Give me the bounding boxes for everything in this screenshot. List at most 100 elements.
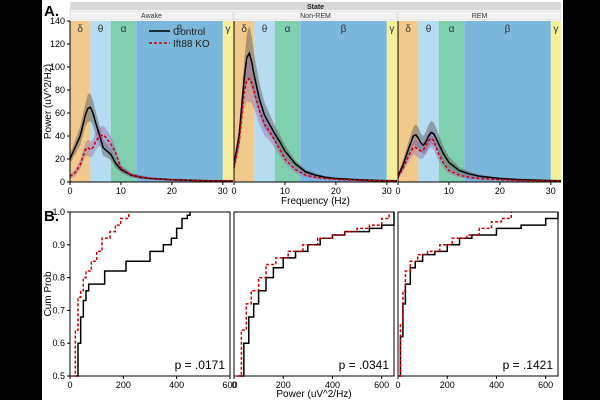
- band-label: β: [505, 24, 511, 35]
- x-tick-label: 10: [116, 186, 126, 196]
- frequency-band: [300, 21, 387, 182]
- state-label: Non-REM: [300, 13, 331, 20]
- y-tick-label: 40: [55, 131, 65, 141]
- state-label: REM: [472, 13, 488, 20]
- x-tick-label: 0: [231, 380, 236, 390]
- band-label: α: [285, 24, 291, 35]
- panel-a-label: A.: [44, 3, 59, 20]
- x-tick-label: 200: [276, 380, 291, 390]
- y-tick-label: 0: [60, 177, 65, 187]
- x-tick-label: 10: [444, 186, 454, 196]
- band-label: γ: [389, 24, 394, 35]
- band-label: γ: [225, 24, 230, 35]
- cdf-x-axis-title: Power (uV^2/Hz): [276, 389, 351, 400]
- cdf-frame: [69, 211, 231, 377]
- series-line: [397, 131, 562, 182]
- cdf-panel-2: 0 200 400 600 p = .0341: [231, 211, 395, 390]
- band-label: α: [449, 24, 455, 35]
- frequency-band: [398, 21, 419, 182]
- spectrum-x-axis-title: Frequency (Hz): [281, 196, 350, 207]
- frequency-band: [136, 21, 223, 182]
- legend-control-label: Control: [173, 27, 205, 38]
- x-tick-label: 200: [440, 380, 455, 390]
- x-tick-label: 10: [280, 186, 290, 196]
- frequency-band: [438, 21, 465, 182]
- band-label: γ: [553, 24, 558, 35]
- frequency-band: [464, 21, 551, 182]
- band-label: α: [121, 24, 127, 35]
- series-line: [397, 137, 562, 182]
- p-value-annotation: p = .0341: [339, 358, 390, 372]
- band-label: θ: [426, 24, 432, 35]
- ci-band: [70, 93, 233, 182]
- band-label: β: [177, 24, 183, 35]
- state-header-bar: [70, 2, 561, 10]
- p-value-annotation: p = .0171: [175, 358, 226, 372]
- x-tick-label: 0: [395, 186, 400, 196]
- x-tick-label: 0: [231, 186, 236, 196]
- x-tick-label: 30: [546, 186, 556, 196]
- x-tick-label: 400: [489, 380, 504, 390]
- frequency-band: [418, 21, 439, 182]
- band-label: β: [341, 24, 347, 35]
- x-tick-label: 600: [374, 380, 389, 390]
- y-tick-label: 120: [50, 39, 65, 49]
- cdf-y-axis-title: Cum Prob: [43, 271, 54, 316]
- y-tick-label: 140: [50, 16, 65, 26]
- cdf-frame: [397, 211, 559, 377]
- x-tick-label: 400: [169, 380, 184, 390]
- y-tick-label: 80: [55, 85, 65, 95]
- y-tick-label: 0.5: [52, 371, 65, 381]
- x-tick-label: 0: [67, 186, 72, 196]
- cdf-step-line: [238, 212, 395, 377]
- p-value-annotation: p = .1421: [503, 358, 554, 372]
- y-tick-label: 0.9: [52, 240, 65, 250]
- cdf-frame: [233, 211, 395, 377]
- x-tick-label: 0: [67, 380, 72, 390]
- x-tick-label: 200: [116, 380, 131, 390]
- state-label: Awake: [141, 13, 162, 20]
- x-tick-label: 30: [382, 186, 392, 196]
- spectrum-panel-3: REM δ θ α β γ 0 10 20 30: [395, 10, 562, 196]
- y-tick-label: 0.8: [52, 273, 65, 283]
- x-tick-label: 20: [167, 186, 177, 196]
- ci-band: [70, 125, 233, 182]
- x-tick-label: 400: [325, 380, 340, 390]
- legend: Control Ift88 KO: [149, 27, 210, 50]
- band-label: δ: [405, 24, 411, 35]
- x-tick-label: 20: [331, 186, 341, 196]
- ci-band: [234, 25, 397, 182]
- state-label-bar: [397, 10, 562, 21]
- frequency-band: [70, 21, 91, 182]
- cdf-step-line: [72, 212, 130, 377]
- series-line: [69, 106, 234, 182]
- state-label-bar: [69, 10, 234, 21]
- y-tick-label: 0.6: [52, 338, 65, 348]
- y-tick-label: 100: [50, 62, 65, 72]
- frequency-band: [110, 21, 137, 182]
- frequency-band: [550, 21, 561, 182]
- state-label-bar: [233, 10, 398, 21]
- band-label: θ: [262, 24, 268, 35]
- y-tick-label: 60: [55, 108, 65, 118]
- cdf-panel-3: 0 200 400 600 p = .1421: [395, 211, 559, 390]
- frequency-band: [222, 21, 233, 182]
- cdf-step-line: [399, 212, 512, 377]
- frequency-band: [254, 21, 275, 182]
- frequency-band: [386, 21, 397, 182]
- cdf-step-line: [237, 212, 390, 377]
- series-line: [233, 51, 398, 182]
- spectrum-y-axis-title: Power (uV^2/Hz): [43, 64, 54, 139]
- spectrum-panel-2: Non-REM δ θ α β γ 0 10 20 30: [231, 10, 398, 196]
- band-label: θ: [98, 24, 104, 35]
- cdf-panel-1: 0 200 400 600 0.5 0.6 0.7 0.8 0.9 1.0 p = .0171: [52, 207, 237, 390]
- legend-ko-label: Ift88 KO: [173, 39, 210, 50]
- overlay-layer: A. B. Control Ift88 KO: [44, 3, 210, 225]
- cdf-step-line: [75, 212, 191, 377]
- band-label: δ: [241, 24, 247, 35]
- series-line: [69, 133, 234, 182]
- x-tick-label: 600: [538, 380, 553, 390]
